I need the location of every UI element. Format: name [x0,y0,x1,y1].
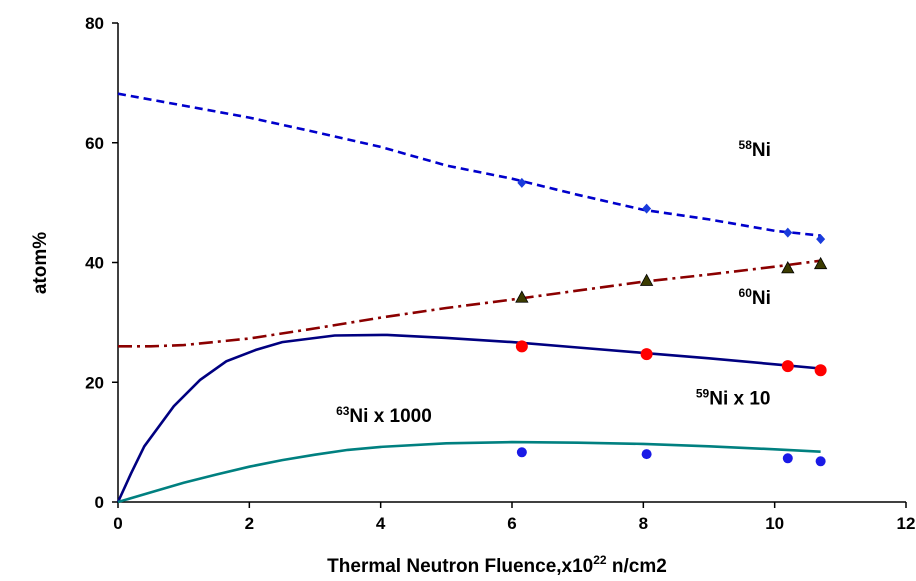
series-label: 63Ni x 1000 [336,404,432,427]
data-point [515,290,529,303]
x-tick-label: 6 [507,514,516,533]
series-3 [117,440,826,504]
series-line [118,259,821,348]
data-point [814,364,827,377]
data-point [813,256,828,270]
y-tick-label: 20 [85,373,104,392]
data-point [640,348,653,361]
data-point [517,177,527,188]
series-0 [117,92,826,245]
x-axis-label: Thermal Neutron Fluence,x1022 n/cm2 [327,553,667,577]
data-point [515,340,528,353]
x-tick-label: 4 [376,514,386,533]
series-label: 59Ni x 10 [696,386,771,409]
x-tick-label: 0 [113,514,122,533]
y-tick-label: 80 [85,14,104,33]
series-label: 58Ni [739,138,771,161]
y-tick-label: 40 [85,254,104,273]
series-1 [118,256,828,348]
data-point [781,261,795,274]
data-point [782,453,793,464]
data-point [642,203,652,214]
series-line [116,333,821,503]
series-2 [116,333,827,503]
data-point [641,449,652,460]
x-tick-label: 8 [639,514,648,533]
series-line [117,440,821,504]
x-tick-label: 12 [897,514,916,533]
labels: 58Ni 60Ni 59Ni x 10 63Ni x 1000 [336,138,771,427]
data-point [781,360,794,373]
y-axis-label: atom% [30,232,51,294]
data-point [816,234,826,245]
data-point [639,273,654,286]
series-layer [116,92,828,504]
data-point [783,227,793,238]
y-tick-label: 0 [95,493,104,512]
data-point [815,456,826,467]
data-point [516,447,527,458]
axes: 0 2 4 6 8 10 12 0 20 40 60 80 [85,14,915,533]
series-label: 60Ni [739,286,771,309]
series-line [117,92,821,237]
x-tick-label: 10 [765,514,784,533]
y-tick-label: 60 [85,134,104,153]
x-tick-label: 2 [245,514,254,533]
